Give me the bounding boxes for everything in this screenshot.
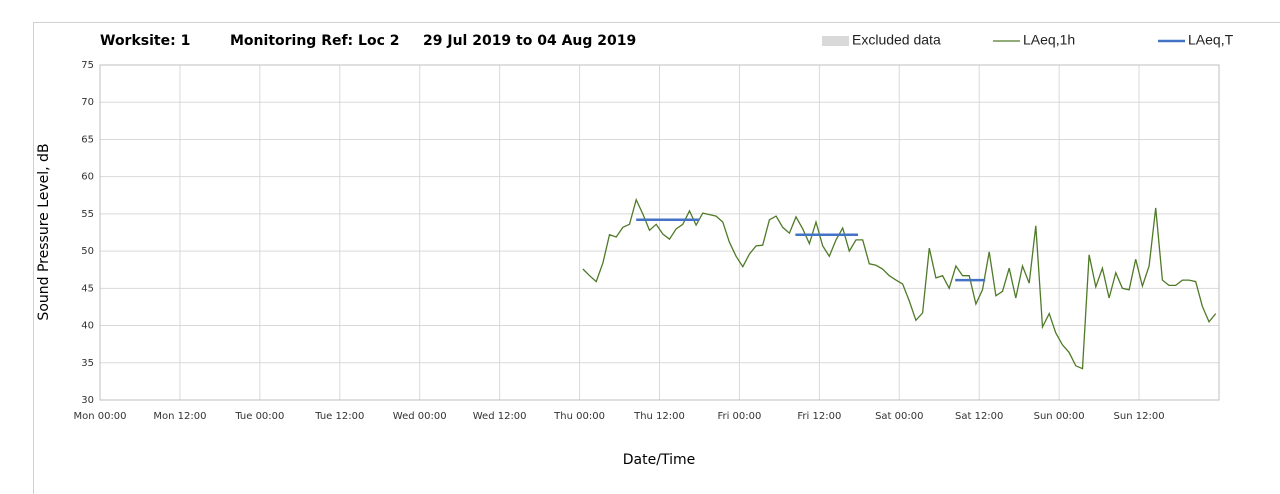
y-tick-label: 55 [81,209,94,220]
x-tick-label: Wed 12:00 [473,411,527,422]
x-tick-label: Tue 00:00 [234,411,284,422]
x-tick-label: Mon 12:00 [153,411,206,422]
x-tick-label: Fri 12:00 [797,411,841,422]
x-tick-label: Tue 12:00 [314,411,364,422]
y-tick-label: 45 [81,283,94,294]
y-tick-label: 75 [81,60,94,71]
header-text: Monitoring Ref: Loc 2 [230,33,399,49]
x-tick-label: Mon 00:00 [73,411,126,422]
y-tick-label: 70 [81,97,94,108]
legend-label: LAeq,1h [1023,32,1075,48]
legend-label: Excluded data [852,32,941,48]
plot-frame [99,64,1220,401]
x-tick-label: Sat 00:00 [875,411,923,422]
x-axis-label: Date/Time [623,452,695,468]
legend-swatch [822,36,849,46]
y-axis-label: Sound Pressure Level, dB [36,143,52,320]
y-tick-label: 40 [81,321,94,332]
y-tick-label: 30 [81,395,94,406]
y-tick-label: 60 [81,172,94,183]
x-tick-label: Sun 12:00 [1114,411,1165,422]
x-tick-label: Wed 00:00 [393,411,447,422]
x-tick-label: Thu 12:00 [633,411,685,422]
data-line [582,197,1217,370]
x-tick-label: Sun 00:00 [1034,411,1085,422]
legend-label: LAeq,T [1188,32,1234,48]
x-tick-label: Fri 00:00 [717,411,761,422]
header-text: 29 Jul 2019 to 04 Aug 2019 [423,33,636,49]
x-tick-label: Sat 12:00 [955,411,1003,422]
y-tick-label: 50 [81,246,94,257]
x-tick-label: Thu 00:00 [553,411,605,422]
y-tick-label: 65 [81,134,94,145]
y-tick-label: 35 [81,358,94,369]
header-text: Worksite: 1 [100,33,190,49]
chart-frame [33,22,1280,494]
